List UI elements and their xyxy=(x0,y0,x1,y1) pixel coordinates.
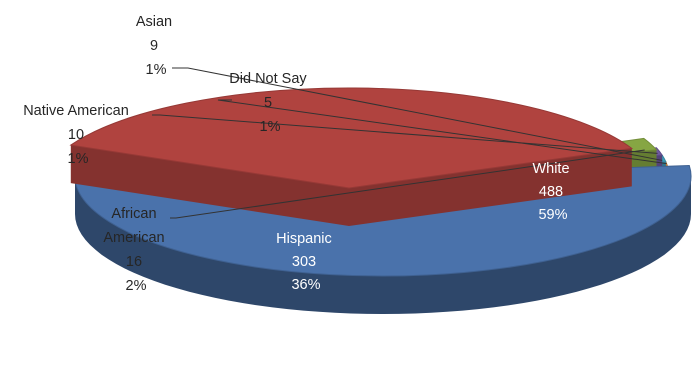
label-hispanic-name: Hispanic xyxy=(276,231,332,247)
label-asian-percent: 1% xyxy=(146,62,167,78)
slice-hispanic xyxy=(69,87,634,226)
leader-native-american xyxy=(152,114,658,154)
label-african-american: African American 16 2% xyxy=(103,206,168,294)
label-did-not-say: Did Not Say 5 1% xyxy=(229,71,310,135)
slices-layer xyxy=(69,87,692,314)
label-white: White 488 59% xyxy=(532,161,573,223)
label-hispanic-value: 303 xyxy=(292,254,316,270)
slice-hispanic-top xyxy=(69,87,634,189)
label-african-american-name-line2: American xyxy=(103,230,164,246)
label-african-american-percent: 2% xyxy=(126,278,147,294)
label-did-not-say-name: Did Not Say xyxy=(229,71,307,87)
label-hispanic: Hispanic 303 36% xyxy=(276,231,336,293)
slice-hispanic-wall-end xyxy=(349,148,632,226)
label-asian: Asian 9 1% xyxy=(136,14,176,78)
leader-did-not-say xyxy=(217,99,667,165)
leader-asian xyxy=(172,67,663,161)
label-white-name: White xyxy=(532,161,569,177)
label-native-american: Native American 10 1% xyxy=(23,103,133,167)
label-white-percent: 59% xyxy=(538,207,567,223)
slice-white-side xyxy=(75,176,691,314)
label-did-not-say-percent: 1% xyxy=(260,119,281,135)
label-african-american-name-line1: African xyxy=(111,206,156,222)
label-white-value: 488 xyxy=(539,184,563,200)
label-native-american-name: Native American xyxy=(23,103,129,119)
leader-lines xyxy=(152,67,667,219)
label-asian-name: Asian xyxy=(136,14,172,30)
label-asian-value: 9 xyxy=(150,38,158,54)
label-did-not-say-value: 5 xyxy=(264,95,272,111)
label-native-american-value: 10 xyxy=(68,127,84,143)
slice-hispanic-wall-start xyxy=(70,145,350,226)
label-native-american-percent: 1% xyxy=(68,151,89,167)
label-african-american-value: 16 xyxy=(126,254,142,270)
leader-african-american xyxy=(170,149,645,219)
label-hispanic-percent: 36% xyxy=(291,277,320,293)
